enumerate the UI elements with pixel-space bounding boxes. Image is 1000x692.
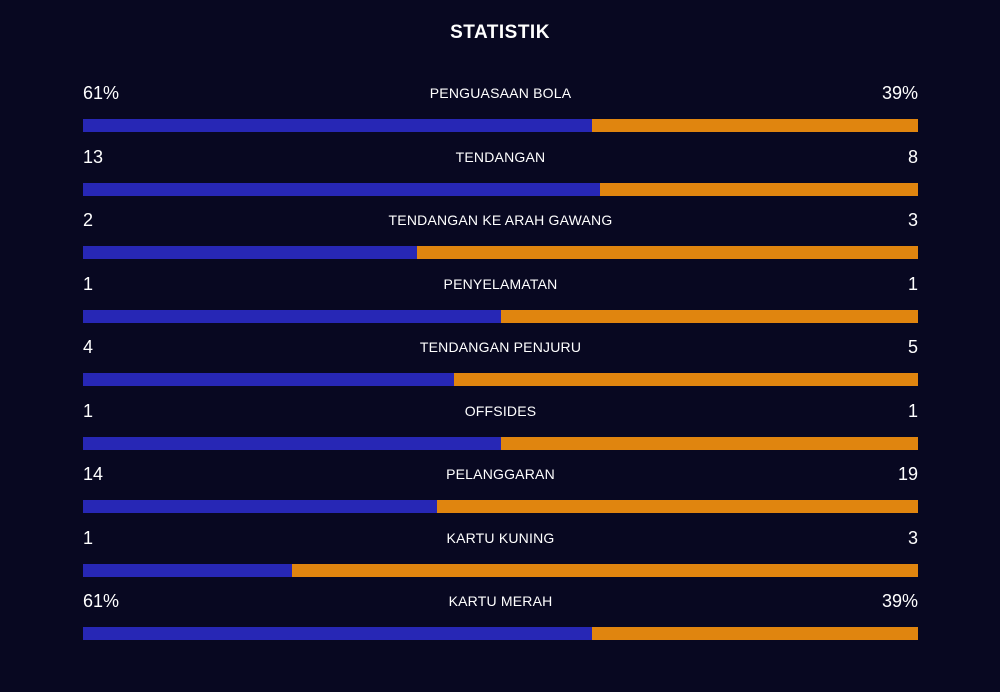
away-bar-segment (592, 627, 918, 640)
home-bar-segment (83, 246, 417, 259)
stat-row-offsides: 1 OFFSIDES 1 (83, 398, 918, 462)
away-bar-segment (500, 436, 918, 450)
home-bar-segment (83, 309, 501, 323)
comparison-bar (83, 182, 918, 196)
stat-head: 2 TENDANGAN KE ARAH GAWANG 3 (83, 207, 918, 245)
home-bar-segment (83, 500, 438, 513)
away-bar-segment (417, 246, 918, 259)
away-bar-segment (453, 373, 918, 386)
home-value: 14 (83, 464, 104, 484)
away-value: 3 (907, 527, 918, 548)
away-value: 8 (907, 146, 918, 167)
away-bar-segment (437, 500, 918, 513)
away-value: 1 (907, 400, 918, 421)
comparison-bar (83, 563, 918, 577)
stat-head: 61% PENGUASAAN BOLA 39% (83, 80, 918, 118)
home-value: 13 (83, 146, 104, 167)
stat-label: KARTU KUNING (446, 529, 555, 546)
stat-row-yellow-cards: 1 KARTU KUNING 3 (83, 525, 918, 589)
comparison-bar (83, 119, 918, 132)
home-bar-segment (83, 119, 593, 132)
away-value: 1 (907, 273, 918, 294)
stat-head: 1 KARTU KUNING 3 (83, 525, 918, 563)
stat-row-shots: 13 TENDANGAN 8 (83, 144, 918, 208)
stat-label: TENDANGAN (455, 148, 546, 165)
stat-head: 14 PELANGGARAN 19 (83, 461, 918, 499)
comparison-bar (83, 246, 918, 259)
stat-label: KARTU MERAH (448, 593, 553, 609)
home-value: 1 (83, 273, 94, 294)
stat-head: 61% KARTU MERAH 39% (83, 588, 918, 626)
home-value: 1 (83, 400, 94, 421)
away-value: 39% (881, 83, 918, 103)
away-bar-segment (599, 182, 918, 196)
comparison-bar (83, 309, 918, 323)
stat-row-corners: 4 TENDANGAN PENJURU 5 (83, 334, 918, 398)
home-value: 1 (83, 527, 94, 548)
stat-row-possession: 61% PENGUASAAN BOLA 39% (83, 80, 918, 144)
stats-list: 61% PENGUASAAN BOLA 39% 13 TENDANGAN 8 2… (83, 80, 918, 652)
comparison-bar (83, 436, 918, 450)
stat-label: PENGUASAAN BOLA (429, 85, 572, 101)
home-bar-segment (83, 182, 600, 196)
stat-row-fouls: 14 PELANGGARAN 19 (83, 461, 918, 525)
stat-row-saves: 1 PENYELAMATAN 1 (83, 271, 918, 335)
away-bar-segment (592, 119, 918, 132)
stat-head: 4 TENDANGAN PENJURU 5 (83, 334, 918, 372)
comparison-bar (83, 373, 918, 386)
home-value: 61% (83, 83, 120, 103)
stat-head: 1 OFFSIDES 1 (83, 398, 918, 436)
stat-label: TENDANGAN PENJURU (419, 339, 582, 355)
away-value: 5 (907, 337, 918, 357)
stat-label: PENYELAMATAN (443, 275, 558, 292)
page-title: STATISTIK (450, 22, 550, 43)
away-value: 39% (881, 591, 918, 611)
comparison-bar (83, 627, 918, 640)
home-bar-segment (83, 563, 292, 577)
away-value: 19 (897, 464, 918, 484)
away-bar-segment (291, 563, 918, 577)
stat-row-red-cards: 61% KARTU MERAH 39% (83, 588, 918, 652)
stat-label: TENDANGAN KE ARAH GAWANG (388, 212, 613, 228)
home-bar-segment (83, 436, 501, 450)
stat-label: OFFSIDES (464, 402, 537, 419)
stat-head: 13 TENDANGAN 8 (83, 144, 918, 182)
away-bar-segment (500, 309, 918, 323)
home-bar-segment (83, 373, 454, 386)
stat-label: PELANGGARAN (446, 466, 555, 482)
comparison-bar (83, 500, 918, 513)
stat-head: 1 PENYELAMATAN 1 (83, 271, 918, 309)
stat-row-shots-on-target: 2 TENDANGAN KE ARAH GAWANG 3 (83, 207, 918, 271)
home-value: 61% (83, 591, 120, 611)
away-value: 3 (907, 210, 918, 230)
home-bar-segment (83, 627, 593, 640)
home-value: 2 (83, 210, 94, 230)
home-value: 4 (83, 337, 94, 357)
